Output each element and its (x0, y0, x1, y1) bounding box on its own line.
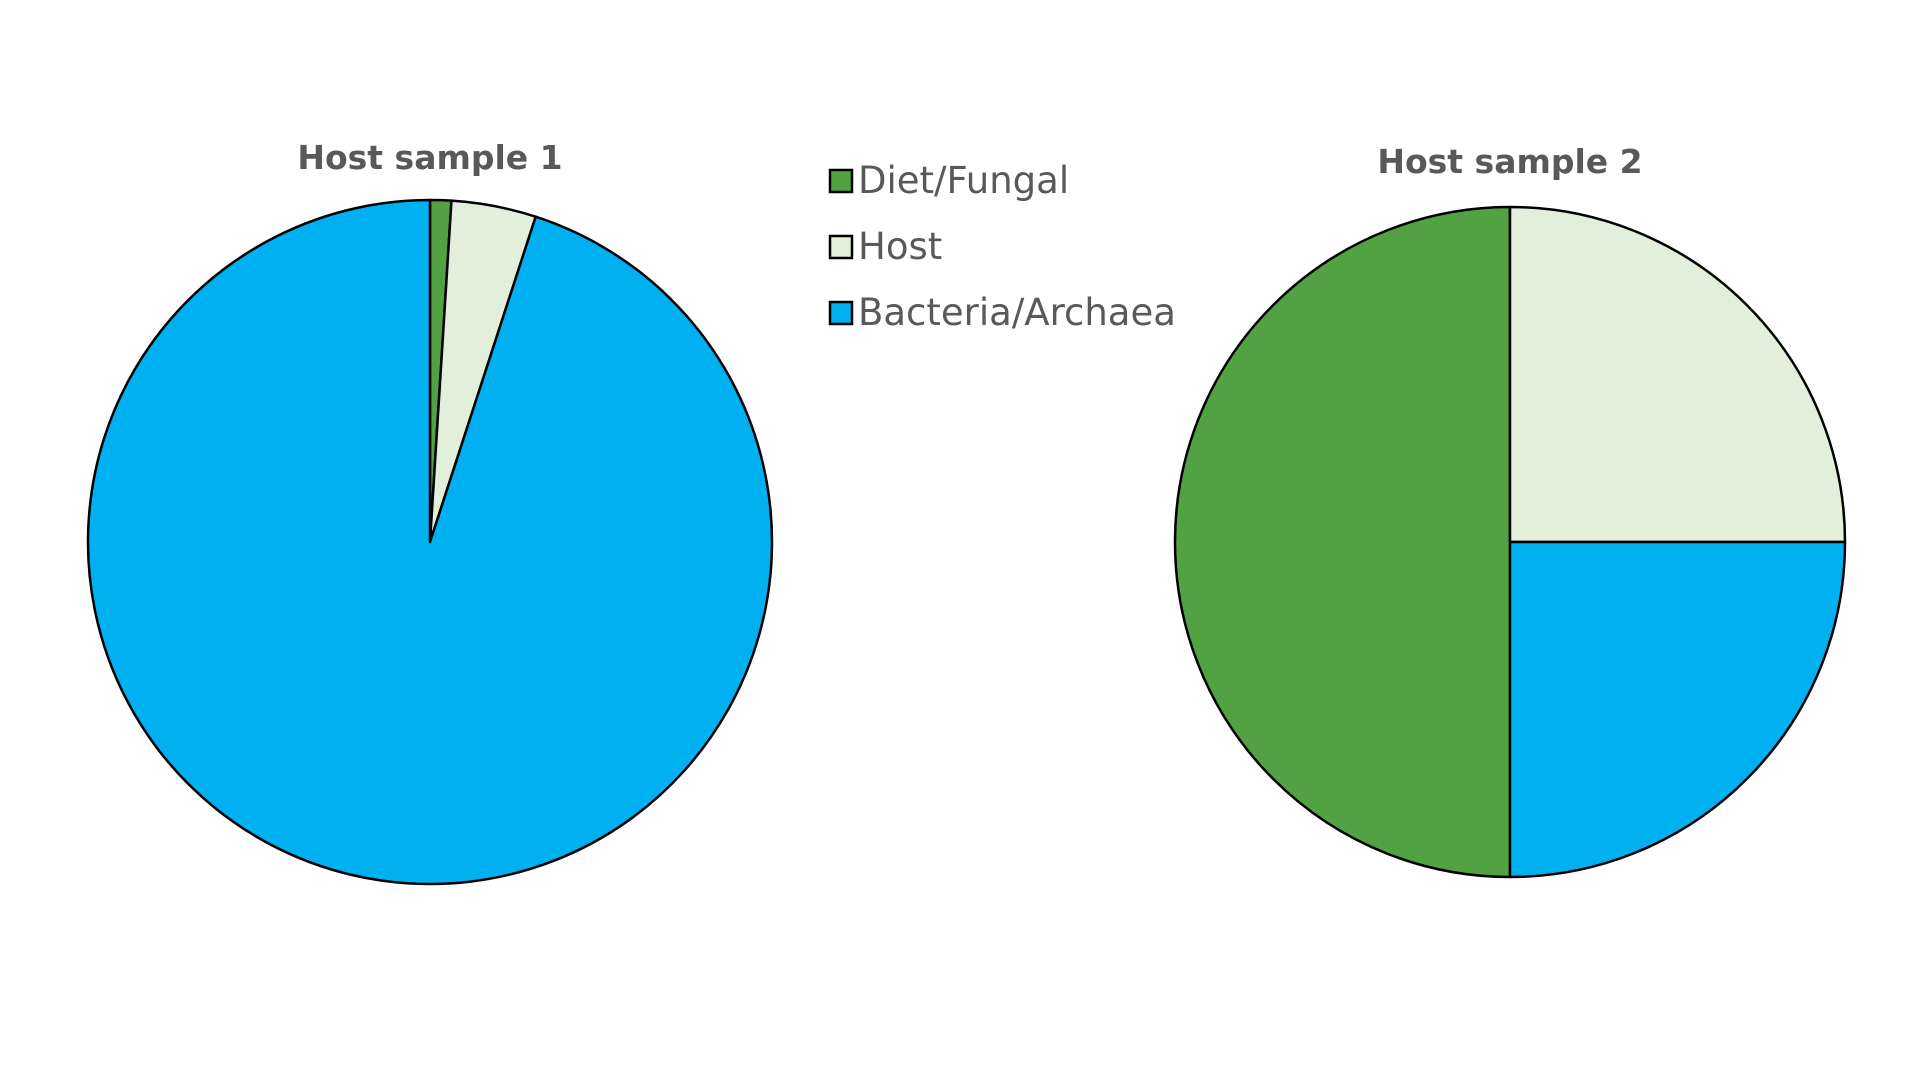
pie-slice-bacteria-archaea (86, 198, 774, 886)
legend-swatch-bacteria-archaea (828, 300, 854, 326)
pie-slice-host (1508, 205, 1847, 544)
pie-slice-bacteria-archaea (1508, 540, 1847, 879)
legend-item-diet-fungal: Diet/Fungal (828, 159, 1069, 202)
legend-swatch-diet-fungal (828, 168, 854, 194)
legend-label: Diet/Fungal (858, 159, 1069, 202)
legend: Diet/Fungal Host Bacteria/Archaea (828, 159, 1176, 334)
legend-label: Host (858, 225, 942, 268)
pie-slices (86, 198, 774, 886)
pie-chart-host-sample-1: Host sample 1 (86, 138, 774, 886)
legend-item-bacteria-archaea: Bacteria/Archaea (828, 291, 1176, 334)
pie-slice-diet-fungal (1173, 205, 1512, 879)
legend-item-host: Host (828, 225, 942, 268)
legend-swatch-host (828, 234, 854, 260)
chart-title: Host sample 2 (1377, 142, 1642, 181)
legend-label: Bacteria/Archaea (858, 291, 1176, 334)
pie-slices (1173, 205, 1847, 879)
pie-chart-host-sample-2: Host sample 2 (1173, 142, 1847, 879)
chart-title: Host sample 1 (297, 138, 562, 177)
